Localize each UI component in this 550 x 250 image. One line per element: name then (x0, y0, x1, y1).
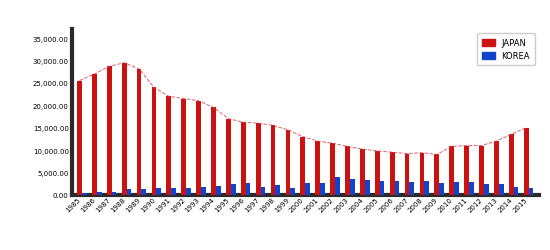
Bar (152, 88, 156, 195)
Bar (271, 126, 276, 195)
Bar (241, 123, 246, 195)
Bar (409, 182, 414, 195)
Bar (112, 192, 117, 195)
Bar (141, 189, 146, 195)
Bar (320, 183, 325, 195)
Bar (365, 181, 370, 195)
Bar (335, 177, 340, 195)
Bar (97, 192, 102, 195)
Bar (345, 147, 350, 195)
Bar (300, 137, 305, 195)
Bar (375, 151, 379, 195)
Bar (405, 154, 409, 195)
Bar (156, 188, 161, 195)
Bar (420, 153, 425, 195)
Bar (464, 146, 469, 195)
Bar (201, 188, 206, 195)
Bar (305, 184, 310, 195)
Bar (211, 108, 216, 195)
Bar (122, 64, 126, 195)
Bar (469, 182, 474, 195)
Bar (315, 142, 320, 195)
Bar (167, 97, 171, 195)
Bar (92, 74, 97, 195)
Bar (256, 124, 261, 195)
Bar (196, 101, 201, 195)
Bar (425, 182, 429, 195)
Bar (107, 67, 112, 195)
Bar (216, 186, 221, 195)
Bar (499, 184, 504, 195)
Bar (231, 184, 235, 195)
Bar (182, 99, 186, 195)
Bar (137, 70, 141, 195)
Bar (509, 135, 514, 195)
Bar (514, 187, 519, 195)
Bar (82, 193, 87, 195)
Bar (171, 188, 176, 195)
Bar (484, 184, 489, 195)
Bar (439, 183, 444, 195)
Bar (246, 184, 250, 195)
Bar (77, 81, 82, 195)
Bar (290, 188, 295, 195)
Bar (350, 180, 355, 195)
Bar (494, 142, 499, 195)
Bar (529, 188, 534, 195)
Bar (379, 182, 384, 195)
Bar (434, 155, 439, 195)
Bar (479, 146, 484, 195)
Bar (524, 128, 529, 195)
Bar (449, 147, 454, 195)
Bar (186, 188, 191, 195)
Legend: JAPAN, KOREA: JAPAN, KOREA (477, 34, 535, 66)
Bar (261, 188, 265, 195)
Bar (330, 144, 335, 195)
Bar (276, 186, 280, 195)
Bar (226, 119, 231, 195)
Bar (360, 150, 365, 195)
Bar (126, 190, 131, 195)
Bar (390, 153, 394, 195)
Bar (454, 182, 459, 195)
Bar (394, 181, 399, 195)
Bar (285, 130, 290, 195)
